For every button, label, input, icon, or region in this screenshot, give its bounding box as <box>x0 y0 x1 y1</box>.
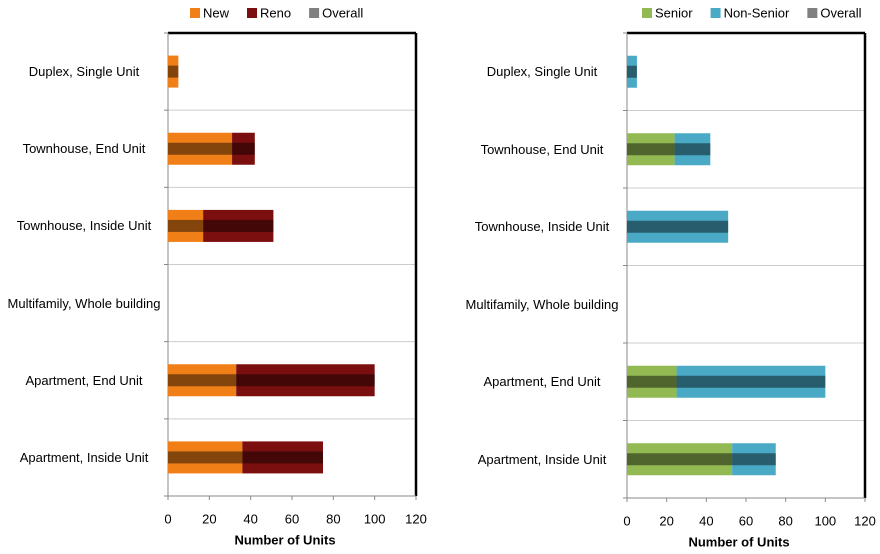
x-tick-label: 120 <box>854 513 876 528</box>
y-label-box: Duplex, Single Unit <box>28 64 140 80</box>
x-tick-label: 120 <box>405 511 427 526</box>
y-tick-label: Townhouse, Inside Unit <box>16 218 152 234</box>
legend-label: Overall <box>820 5 861 20</box>
y-tick-label: Apartment, Inside Unit <box>19 449 149 465</box>
overall-bar <box>627 220 729 233</box>
x-tick-label: 60 <box>739 513 753 528</box>
y-tick-label: Duplex, Single Unit <box>28 64 140 80</box>
y-label-box: Apartment, Inside Unit <box>19 449 149 465</box>
y-tick-label: Townhouse, End Unit <box>22 141 146 157</box>
x-tick-label: 80 <box>326 511 340 526</box>
legend-swatch <box>642 8 652 18</box>
overall-bar <box>627 375 826 388</box>
bar-segment <box>168 55 179 88</box>
bar-segment <box>674 133 711 166</box>
y-tick-label: Apartment, End Unit <box>25 372 143 388</box>
y-label-box: Apartment, Inside Unit <box>477 451 607 467</box>
bar-segment <box>236 364 375 397</box>
legend-swatch <box>309 8 320 18</box>
bar-segment <box>627 443 733 476</box>
y-tick-label: Multifamily, Whole building <box>7 295 161 311</box>
y-tick-label: Multifamily, Whole building <box>465 296 619 312</box>
bar-segment <box>732 443 776 476</box>
bar-segment <box>168 132 233 165</box>
bar-segment <box>627 55 637 88</box>
overall-bar <box>168 374 375 387</box>
bar-segment <box>627 133 675 166</box>
bar-segment <box>242 441 323 474</box>
legend-label: Senior <box>655 5 693 20</box>
y-label-box: Townhouse, End Unit <box>22 141 146 157</box>
y-label-box: Apartment, End Unit <box>483 374 601 390</box>
x-tick-label: 40 <box>243 511 257 526</box>
y-tick-label: Duplex, Single Unit <box>486 64 598 80</box>
bar-segment <box>168 209 204 242</box>
overall-bar <box>168 142 255 155</box>
overall-bar <box>168 451 323 464</box>
x-tick-label: 20 <box>202 511 216 526</box>
legend-swatch <box>807 8 818 18</box>
x-tick-label: 60 <box>285 511 299 526</box>
x-tick-label: 0 <box>623 513 630 528</box>
overall-bar <box>627 65 637 78</box>
y-label-box: Apartment, End Unit <box>25 372 143 388</box>
legend-swatch <box>247 8 258 18</box>
legend-label: Overall <box>322 5 363 20</box>
x-tick-label: 100 <box>814 513 836 528</box>
bar-segment <box>676 365 826 398</box>
legend-swatch <box>710 8 721 18</box>
y-tick-label: Townhouse, End Unit <box>480 141 604 157</box>
y-tick-label: Townhouse, Inside Unit <box>474 219 610 235</box>
x-axis-title: Number of Units <box>688 534 789 549</box>
legend-label: Non-Senior <box>724 5 790 20</box>
x-tick-label: 40 <box>699 513 713 528</box>
bar-segment <box>168 441 243 474</box>
y-label-box: Multifamily, Whole building <box>7 295 161 311</box>
y-tick-label: Apartment, End Unit <box>483 374 601 390</box>
overall-bar <box>168 65 179 78</box>
bar-segment <box>627 365 677 398</box>
legend-label: Reno <box>260 5 291 20</box>
y-label-box: Multifamily, Whole building <box>465 296 619 312</box>
overall-bar <box>627 453 776 466</box>
y-label-box: Townhouse, Inside Unit <box>16 218 152 234</box>
y-label-box: Duplex, Single Unit <box>486 64 598 80</box>
y-label-box: Townhouse, Inside Unit <box>474 219 610 235</box>
overall-bar <box>168 219 274 232</box>
bar-segment <box>203 209 274 242</box>
legend-swatch <box>190 8 200 18</box>
bar-segment <box>627 210 729 243</box>
overall-bar <box>627 143 711 156</box>
y-tick-label: Apartment, Inside Unit <box>477 451 607 467</box>
x-tick-label: 0 <box>164 511 171 526</box>
x-tick-label: 80 <box>778 513 792 528</box>
bar-segment <box>168 364 237 397</box>
x-tick-label: 100 <box>364 511 386 526</box>
y-label-box: Townhouse, End Unit <box>480 141 604 157</box>
bar-segment <box>232 132 255 165</box>
legend-label: New <box>203 5 230 20</box>
x-axis-title: Number of Units <box>234 532 335 547</box>
x-tick-label: 20 <box>659 513 673 528</box>
